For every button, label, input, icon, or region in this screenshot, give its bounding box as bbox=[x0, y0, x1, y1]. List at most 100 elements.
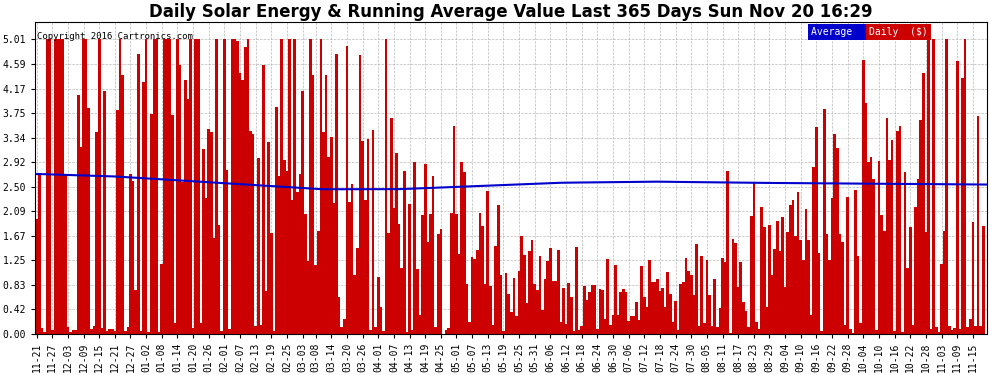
Bar bbox=[925, 232, 928, 334]
Bar bbox=[961, 78, 963, 334]
Bar bbox=[828, 260, 831, 334]
Bar bbox=[567, 282, 570, 334]
Bar bbox=[288, 39, 291, 334]
Bar bbox=[904, 172, 907, 334]
Bar bbox=[333, 203, 336, 334]
Bar bbox=[160, 264, 163, 334]
Bar bbox=[137, 54, 140, 334]
Bar bbox=[168, 39, 171, 334]
Bar bbox=[546, 261, 549, 334]
Bar bbox=[752, 182, 755, 334]
Bar bbox=[794, 237, 797, 334]
Bar bbox=[510, 312, 513, 334]
Bar bbox=[928, 39, 930, 334]
Bar bbox=[476, 250, 478, 334]
Bar bbox=[693, 295, 695, 334]
Bar bbox=[763, 226, 765, 334]
Bar bbox=[208, 129, 210, 334]
Bar bbox=[797, 192, 800, 334]
Bar bbox=[849, 329, 851, 334]
Bar bbox=[242, 80, 244, 334]
Bar bbox=[515, 316, 518, 334]
Bar bbox=[471, 256, 473, 334]
Bar bbox=[679, 284, 682, 334]
Bar bbox=[789, 205, 792, 334]
Bar bbox=[862, 60, 864, 334]
Bar bbox=[66, 327, 69, 334]
Bar bbox=[215, 39, 218, 334]
Bar bbox=[157, 332, 160, 334]
Bar bbox=[262, 64, 264, 334]
Bar bbox=[176, 39, 179, 334]
Bar bbox=[591, 285, 593, 334]
Bar bbox=[299, 174, 301, 334]
Bar bbox=[836, 148, 839, 334]
Bar bbox=[213, 238, 215, 334]
Bar bbox=[122, 75, 124, 334]
Bar bbox=[77, 95, 79, 334]
Bar bbox=[103, 91, 106, 334]
Bar bbox=[132, 181, 135, 334]
Bar bbox=[940, 264, 942, 334]
Text: Copyright 2016 Cartronics.com: Copyright 2016 Cartronics.com bbox=[38, 32, 193, 40]
Bar bbox=[119, 39, 122, 334]
Bar bbox=[87, 108, 90, 334]
Bar bbox=[536, 290, 539, 334]
Bar bbox=[194, 39, 197, 334]
Bar bbox=[755, 322, 757, 334]
Bar bbox=[899, 126, 901, 334]
Bar bbox=[424, 164, 427, 334]
Bar bbox=[497, 205, 500, 334]
Bar bbox=[53, 39, 56, 334]
Bar bbox=[478, 213, 481, 334]
Bar bbox=[513, 278, 515, 334]
Bar bbox=[544, 279, 546, 334]
Bar bbox=[50, 330, 53, 334]
Bar bbox=[283, 159, 286, 334]
Bar bbox=[322, 132, 325, 334]
Bar bbox=[440, 229, 443, 334]
Bar bbox=[49, 39, 50, 334]
Bar bbox=[724, 262, 727, 334]
Bar bbox=[786, 232, 789, 334]
Bar bbox=[729, 333, 732, 334]
Bar bbox=[966, 327, 969, 334]
Bar bbox=[971, 222, 974, 334]
Bar bbox=[653, 282, 656, 334]
Bar bbox=[930, 329, 933, 334]
Bar bbox=[622, 289, 625, 334]
Bar bbox=[942, 231, 945, 334]
Bar bbox=[348, 202, 350, 334]
Bar bbox=[293, 39, 296, 334]
Bar bbox=[539, 256, 542, 334]
Bar bbox=[484, 284, 486, 334]
Bar bbox=[661, 288, 664, 334]
Bar bbox=[61, 39, 64, 334]
Bar bbox=[129, 174, 132, 334]
Bar bbox=[813, 167, 815, 334]
Bar bbox=[239, 73, 242, 334]
Bar bbox=[674, 301, 677, 334]
Bar bbox=[93, 326, 95, 334]
Bar bbox=[854, 190, 856, 334]
Bar bbox=[878, 161, 880, 334]
Bar bbox=[85, 39, 87, 334]
Title: Daily Solar Energy & Running Average Value Last 365 Days Sun Nov 20 16:29: Daily Solar Energy & Running Average Val… bbox=[149, 3, 873, 21]
Bar bbox=[810, 315, 813, 334]
Bar bbox=[344, 319, 346, 334]
Bar bbox=[727, 171, 729, 334]
Bar bbox=[320, 39, 322, 334]
Bar bbox=[648, 260, 650, 334]
Bar bbox=[379, 307, 382, 334]
Bar bbox=[315, 265, 317, 334]
Bar bbox=[914, 207, 917, 334]
Bar bbox=[893, 331, 896, 334]
Bar bbox=[186, 99, 189, 334]
Bar bbox=[135, 290, 137, 334]
Bar bbox=[377, 277, 379, 334]
Bar bbox=[523, 255, 526, 334]
Bar bbox=[658, 291, 661, 334]
Bar bbox=[839, 234, 842, 334]
Bar bbox=[596, 329, 599, 334]
Bar bbox=[922, 73, 925, 334]
